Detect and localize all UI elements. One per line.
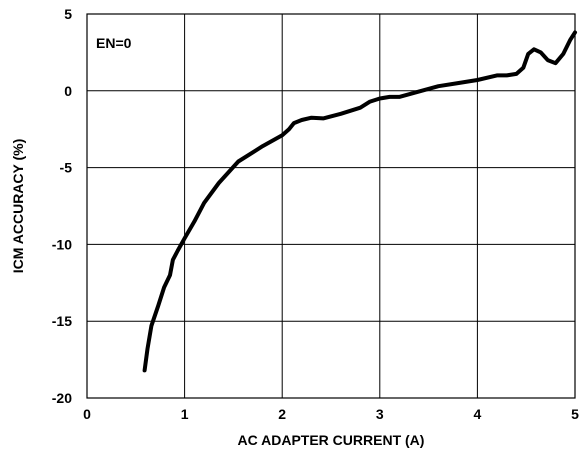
series-line	[142, 30, 577, 373]
series-group	[142, 30, 577, 373]
y-tick-label: -10	[52, 236, 72, 252]
x-axis-title: AC ADAPTER CURRENT (A)	[238, 432, 425, 448]
annotation-label: EN=0	[96, 35, 132, 51]
y-tick-label: 5	[64, 6, 72, 22]
x-tick-label: 3	[376, 406, 384, 422]
x-tick-labels: 0 1 2 3 4 5	[83, 406, 579, 422]
y-tick-labels: 5 0 -5 -10 -15 -20	[52, 6, 72, 406]
x-tick-label: 4	[474, 406, 482, 422]
x-tick-label: 5	[571, 406, 579, 422]
y-tick-label: 0	[64, 83, 72, 99]
x-tick-label: 2	[278, 406, 286, 422]
grid	[86, 13, 576, 399]
y-tick-label: -5	[60, 160, 73, 176]
plot-frame	[86, 13, 576, 399]
y-tick-label: -15	[52, 313, 72, 329]
y-axis-title: ICM ACCURACY (%)	[10, 139, 26, 274]
x-tick-label: 1	[181, 406, 189, 422]
y-tick-label: -20	[52, 390, 72, 406]
x-tick-label: 0	[83, 406, 91, 422]
